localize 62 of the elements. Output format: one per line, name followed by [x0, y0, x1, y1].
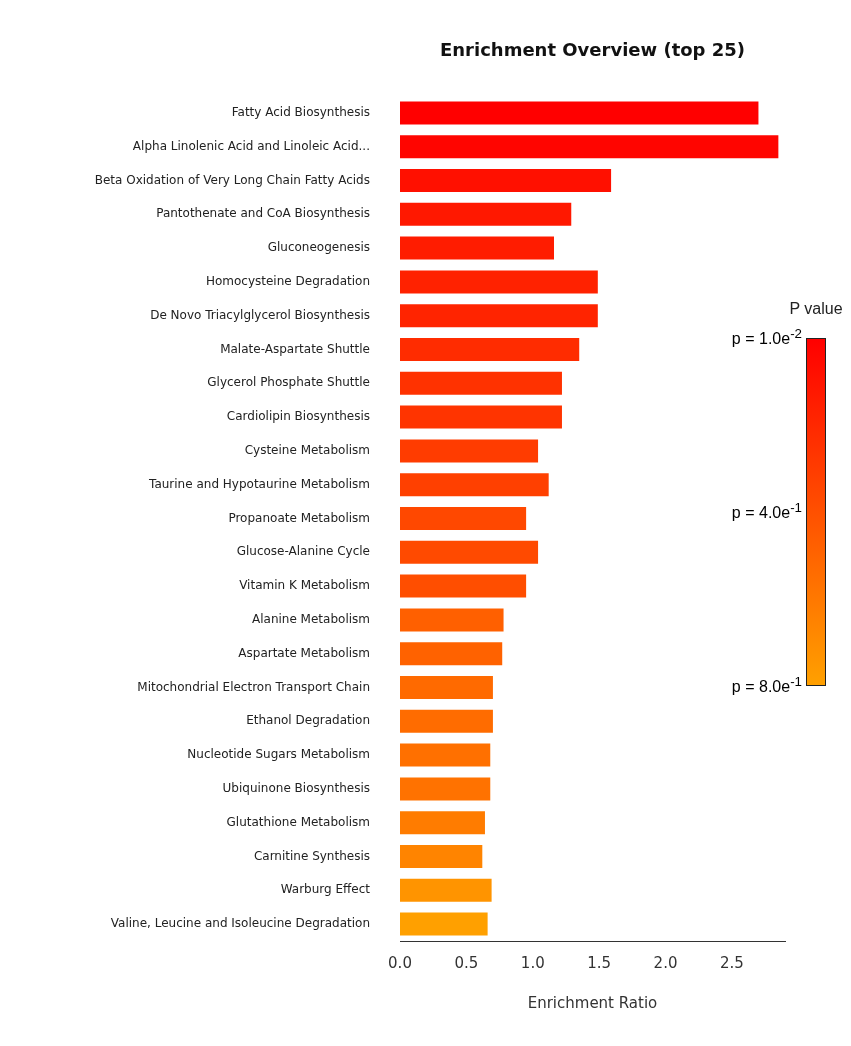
bar — [400, 169, 612, 192]
y-tick-label: Cardiolipin Biosynthesis — [226, 409, 370, 424]
y-tick-label: Fatty Acid Biosynthesis — [231, 105, 370, 120]
bar — [400, 439, 539, 463]
x-axis-title: Enrichment Ratio — [527, 993, 658, 1012]
bar — [400, 101, 759, 125]
bar — [400, 777, 491, 801]
bar — [400, 270, 598, 294]
x-tick-label: 2.0 — [653, 953, 678, 972]
bar — [400, 338, 580, 361]
bar — [400, 405, 562, 429]
bar — [400, 135, 779, 159]
y-tick-label: Glucose-Alanine Cycle — [236, 544, 370, 559]
y-tick-label: Pantothenate and CoA Biosynthesis — [156, 206, 370, 221]
y-tick-label: Alanine Metabolism — [251, 612, 370, 627]
y-tick-label: Taurine and Hypotaurine Metabolism — [148, 476, 370, 491]
bar — [400, 236, 554, 260]
y-tick-label: Glutathione Metabolism — [226, 814, 370, 829]
y-tick-label: Cysteine Metabolism — [244, 443, 370, 458]
y-tick-label: Warburg Effect — [280, 882, 371, 897]
x-tick-label: 0.5 — [454, 953, 479, 972]
bar — [400, 878, 492, 902]
chart-title: Enrichment Overview (top 25) — [439, 39, 746, 60]
bar — [400, 811, 485, 835]
y-tick-label: Aspartate Metabolism — [238, 645, 370, 660]
y-tick-label: Homocysteine Degradation — [205, 274, 370, 289]
bar — [400, 709, 493, 733]
y-tick-label: Gluconeogenesis — [267, 240, 370, 255]
y-tick-label: Beta Oxidation of Very Long Chain Fatty Acids — [94, 172, 370, 187]
bar — [400, 743, 491, 767]
bar — [400, 676, 493, 699]
bar — [400, 304, 598, 328]
y-tick-label: Vitamin K Metabolism — [239, 578, 370, 593]
bar — [400, 912, 488, 936]
y-tick-label: Ubiquinone Biosynthesis — [222, 781, 370, 796]
y-tick-label: Malate-Aspartate Shuttle — [220, 341, 370, 356]
color-bar-title: P value — [788, 300, 844, 318]
bar — [400, 540, 539, 564]
x-tick-label: 1.5 — [587, 953, 612, 972]
y-tick-label: De Novo Triacylglycerol Biosynthesis — [150, 307, 370, 322]
annotation: p = 4.0e$^{-1}$ — [731, 500, 802, 523]
annotation: p = 1.0e$^{-2}$ — [731, 326, 802, 349]
y-tick-label: Mitochondrial Electron Transport Chain — [137, 679, 370, 694]
bar — [400, 473, 549, 497]
bar — [400, 642, 503, 666]
annotation: p = 8.0e$^{-1}$ — [731, 674, 802, 697]
bar — [400, 507, 527, 530]
y-tick-label: Valine, Leucine and Isoleucine Degradation — [110, 916, 370, 931]
y-tick-label: Propanoate Metabolism — [228, 510, 370, 525]
y-tick-label: Alpha Linolenic Acid and Linoleic Acid... — [132, 138, 370, 153]
bar — [400, 202, 572, 226]
y-tick-label: Ethanol Degradation — [246, 713, 370, 728]
x-tick-label: 2.5 — [719, 953, 744, 972]
y-tick-label: Glycerol Phosphate Shuttle — [207, 375, 370, 390]
x-tick-label: 0.0 — [388, 953, 412, 972]
bar — [400, 574, 527, 598]
bar — [400, 608, 504, 632]
x-tick-label: 1.0 — [520, 953, 545, 972]
y-tick-label: Nucleotide Sugars Metabolism — [187, 747, 370, 762]
bar — [400, 371, 562, 395]
y-tick-label: Carnitine Synthesis — [253, 848, 370, 863]
bar — [400, 845, 483, 868]
